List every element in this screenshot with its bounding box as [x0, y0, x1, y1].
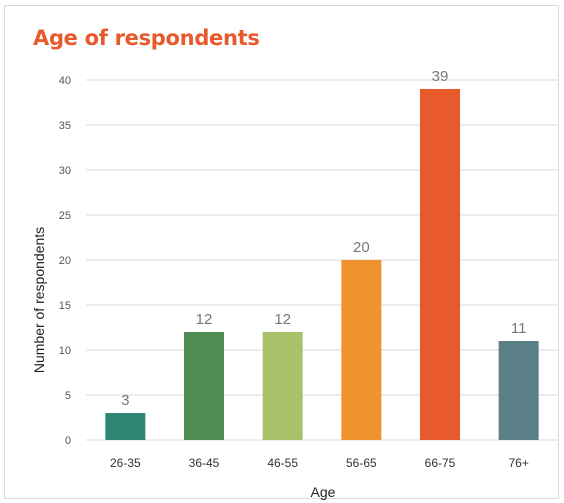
x-tick-label: 66-75 [425, 456, 456, 470]
y-axis-label: Number of respondents [31, 227, 47, 373]
y-tick-label: 5 [65, 390, 71, 402]
data-labels: 3 12 12 20 39 11 [121, 68, 526, 409]
bar-36-45 [184, 332, 224, 440]
y-tick-label: 30 [59, 165, 71, 177]
bar-76+ [498, 341, 539, 440]
data-label: 20 [353, 239, 370, 256]
bar-66-75 [420, 89, 460, 440]
y-tick-label: 35 [59, 120, 71, 132]
x-tick-label: 76+ [508, 456, 528, 470]
y-tick-label: 10 [59, 345, 71, 357]
x-tick-label: 46-55 [267, 456, 298, 470]
gridlines [86, 79, 558, 441]
x-axis-ticks: 26-35 36-45 46-55 56-65 66-75 76+ [110, 456, 529, 470]
y-tick-label: 0 [65, 435, 71, 447]
bar-26-35 [105, 413, 146, 440]
data-label: 11 [511, 320, 527, 337]
data-label: 3 [121, 392, 129, 409]
y-tick-label: 25 [59, 210, 71, 222]
y-tick-label: 15 [59, 300, 71, 312]
y-tick-label: 40 [59, 75, 71, 87]
x-tick-label: 56-65 [346, 456, 377, 470]
bar-56-65 [341, 260, 382, 440]
x-tick-label: 26-35 [110, 456, 141, 470]
x-axis-label: Age [311, 484, 336, 500]
data-label: 39 [432, 68, 449, 85]
x-tick-label: 36-45 [189, 456, 220, 470]
chart-title: Age of respondents [33, 26, 260, 50]
data-label: 12 [274, 311, 291, 328]
y-axis-ticks: 0 5 10 15 20 25 30 35 40 [59, 75, 71, 447]
bar-46-55 [262, 332, 303, 440]
y-tick-label: 20 [59, 255, 71, 267]
bars [105, 89, 539, 440]
data-label: 12 [196, 311, 213, 328]
